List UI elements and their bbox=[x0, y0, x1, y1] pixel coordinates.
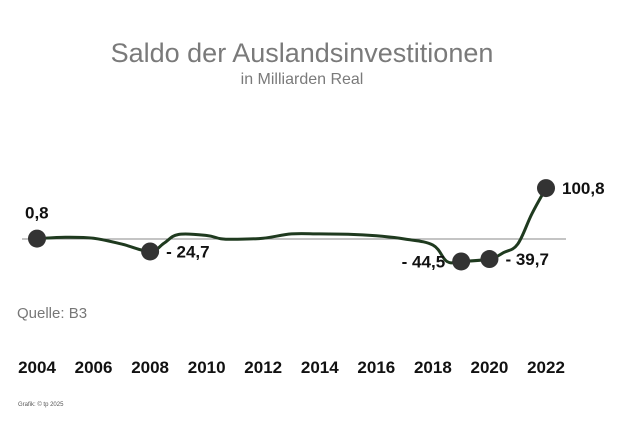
data-point-label: - 44,5 bbox=[402, 252, 445, 271]
highlight-markers bbox=[28, 179, 555, 271]
data-point-marker bbox=[28, 229, 46, 248]
data-point-label: 100,8 bbox=[562, 179, 605, 198]
x-tick-label: 2010 bbox=[188, 358, 226, 377]
source-note: Quelle: B3 bbox=[17, 305, 87, 322]
data-point-marker bbox=[141, 242, 160, 261]
series-line bbox=[35, 186, 548, 265]
x-tick-label: 2006 bbox=[75, 358, 113, 377]
x-tick-label: 2008 bbox=[131, 358, 169, 377]
data-point-marker bbox=[480, 250, 499, 269]
x-tick-label: 2022 bbox=[527, 358, 565, 377]
chart-title: Saldo der Auslandsinvestitionen bbox=[111, 38, 494, 68]
x-tick-label: 2018 bbox=[414, 358, 452, 377]
data-point-marker bbox=[452, 252, 471, 271]
x-tick-label: 2004 bbox=[18, 358, 56, 377]
data-point-label: - 24,7 bbox=[166, 242, 209, 261]
data-labels: 0,8 - 24,7 - 44,5 - 39,7 100,8 bbox=[25, 179, 605, 271]
x-tick-label: 2020 bbox=[471, 358, 509, 377]
x-tick-label: 2012 bbox=[244, 358, 282, 377]
chart-subtitle: in Milliarden Real bbox=[241, 71, 364, 88]
data-point-marker bbox=[537, 179, 555, 198]
data-point-label: - 39,7 bbox=[505, 250, 548, 269]
credit-note: Grafik: © tp 2025 bbox=[18, 401, 64, 408]
x-tick-label: 2016 bbox=[357, 358, 395, 377]
x-tick-label: 2014 bbox=[301, 358, 339, 377]
x-axis-tick-labels: 2004 2006 2008 2010 2012 2014 2016 2018 2020 2022 bbox=[18, 358, 565, 377]
data-point-label: 0,8 bbox=[25, 204, 49, 223]
